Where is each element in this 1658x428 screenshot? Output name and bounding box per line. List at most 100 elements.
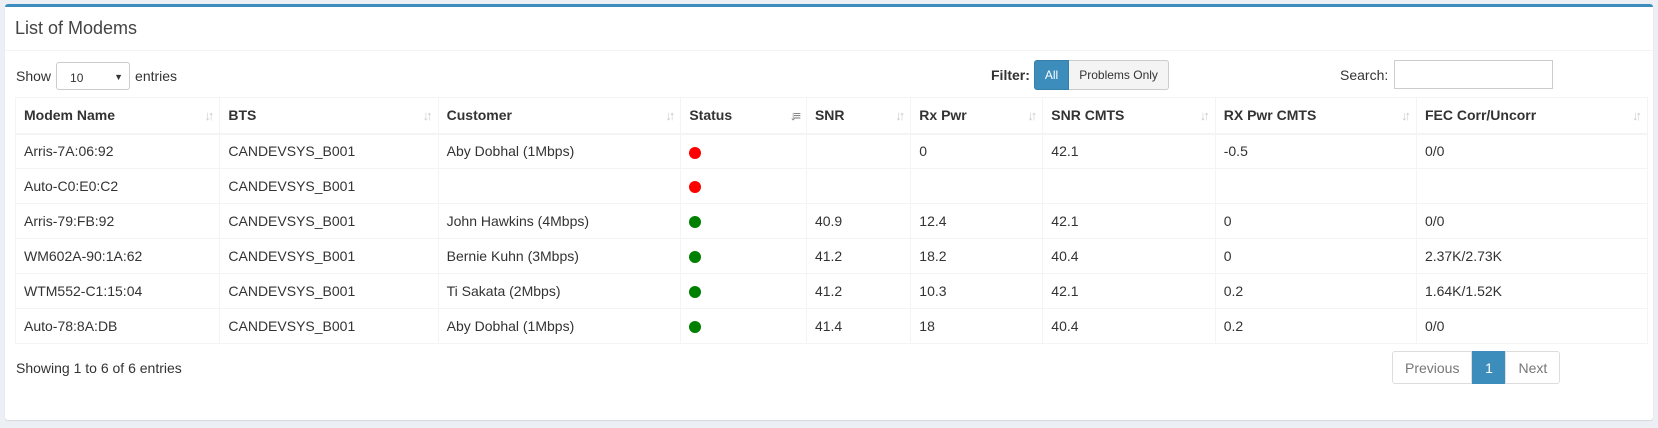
cell-snr: 40.9 xyxy=(805,203,912,239)
column-header-modem-name[interactable]: Modem Name ↓↑ xyxy=(14,97,221,135)
entries-select-value: 10 xyxy=(70,71,84,85)
cell-customer: Ti Sakata (2Mbps) xyxy=(437,273,682,309)
cell-snr-cmts: 42.1 xyxy=(1042,203,1216,239)
status-dot xyxy=(689,251,702,264)
cell-status xyxy=(680,133,807,169)
status-dot xyxy=(689,146,702,159)
cell-rx-pwr: 10.3 xyxy=(910,273,1044,309)
table-header-row: Modem Name ↓↑ BTS ↓↑ Customer ↓↑ Status ↓≡ S… xyxy=(14,97,1649,135)
cell-customer: Bernie Kuhn (3Mbps) xyxy=(437,238,682,274)
cell-bts: CANDEVSYS_B001 xyxy=(219,133,439,169)
filter-all-button[interactable]: All xyxy=(1033,60,1070,90)
cell-status xyxy=(680,238,807,274)
cell-modem-name: WM602A-90:1A:62 xyxy=(14,238,221,274)
table-row: Arris-7A:06:92 CANDEVSYS_B001 Aby Dobhal… xyxy=(14,133,1649,169)
cell-rx-pwr-cmts: 0 xyxy=(1214,238,1417,274)
cell-status xyxy=(680,168,807,204)
column-header-snr[interactable]: SNR ↓↑ xyxy=(805,97,912,135)
cell-snr-cmts xyxy=(1042,168,1216,204)
cell-modem-name: Arris-79:FB:92 xyxy=(14,203,221,239)
column-header-rx-pwr[interactable]: Rx Pwr ↓↑ xyxy=(910,97,1044,135)
column-header-fec[interactable]: FEC Corr/Uncorr ↓↑ xyxy=(1415,97,1649,135)
table-row: WM602A-90:1A:62 CANDEVSYS_B001 Bernie Ku… xyxy=(14,238,1649,274)
table-row: Arris-79:FB:92 CANDEVSYS_B001 John Hawki… xyxy=(14,203,1649,239)
cell-bts: CANDEVSYS_B001 xyxy=(219,203,439,239)
cell-status xyxy=(680,273,807,309)
cell-snr xyxy=(805,168,912,204)
cell-modem-name: WTM552-C1:15:04 xyxy=(14,273,221,309)
cell-status xyxy=(680,308,807,344)
next-page-button[interactable]: Next xyxy=(1505,351,1561,384)
cell-rx-pwr: 12.4 xyxy=(910,203,1044,239)
status-dot xyxy=(689,321,702,334)
sort-icon: ↓↑ xyxy=(422,108,433,123)
cell-customer: Aby Dobhal (1Mbps) xyxy=(437,133,682,169)
table-row: Auto-C0:E0:C2 CANDEVSYS_B001 xyxy=(14,168,1649,204)
cell-modem-name: Arris-7A:06:92 xyxy=(14,133,221,169)
search-label: Search: xyxy=(1340,66,1389,83)
modems-table: Modem Name ↓↑ BTS ↓↑ Customer ↓↑ Status ↓≡ S… xyxy=(14,97,1649,344)
column-header-status[interactable]: Status ↓≡ xyxy=(680,97,807,135)
sort-icon: ↓↑ xyxy=(1199,108,1210,123)
chevron-down-icon: ▼ xyxy=(114,72,124,82)
column-header-snr-cmts[interactable]: SNR CMTS ↓↑ xyxy=(1042,97,1216,135)
previous-page-button[interactable]: Previous xyxy=(1392,351,1473,384)
search-control: Search: xyxy=(1340,60,1554,89)
sort-icon: ↓↑ xyxy=(1027,108,1037,123)
cell-snr: 41.4 xyxy=(805,308,912,344)
cell-snr-cmts: 40.4 xyxy=(1042,308,1216,344)
sort-icon: ↓↑ xyxy=(895,108,905,123)
filter-label: Filter: xyxy=(991,67,1030,83)
filter-group: Filter: All Problems Only xyxy=(991,60,1169,90)
cell-rx-pwr-cmts: 0.2 xyxy=(1214,273,1417,309)
page-title: List of Modems xyxy=(15,18,138,38)
cell-rx-pwr: 18.2 xyxy=(910,238,1044,274)
cell-rx-pwr-cmts: 0 xyxy=(1214,203,1417,239)
cell-fec xyxy=(1415,168,1649,204)
sort-icon: ↓↑ xyxy=(665,108,675,123)
modems-box: List of Modems Show 10 ▼ entries Filter:… xyxy=(5,4,1653,420)
cell-snr-cmts: 40.4 xyxy=(1042,238,1216,274)
status-dot xyxy=(689,286,702,299)
cell-customer: John Hawkins (4Mbps) xyxy=(437,203,682,239)
box-header: List of Modems xyxy=(5,7,1653,51)
cell-modem-name: Auto-78:8A:DB xyxy=(14,308,221,344)
cell-rx-pwr: 0 xyxy=(910,133,1044,169)
table-controls: Show 10 ▼ entries Filter: All Problems O… xyxy=(5,56,1653,96)
cell-snr: 41.2 xyxy=(805,273,912,309)
cell-snr xyxy=(805,133,912,169)
length-control: Show 10 ▼ entries xyxy=(16,62,177,90)
status-dot xyxy=(689,216,702,229)
cell-rx-pwr-cmts: -0.5 xyxy=(1214,133,1417,169)
cell-snr-cmts: 42.1 xyxy=(1042,133,1216,169)
column-header-rx-pwr-cmts[interactable]: RX Pwr CMTS ↓↑ xyxy=(1214,97,1417,135)
column-header-bts[interactable]: BTS ↓↑ xyxy=(219,97,439,135)
page-1-button[interactable]: 1 xyxy=(1472,351,1506,384)
cell-bts: CANDEVSYS_B001 xyxy=(219,168,439,204)
entries-select[interactable]: 10 ▼ xyxy=(56,62,131,90)
table-body: Arris-7A:06:92 CANDEVSYS_B001 Aby Dobhal… xyxy=(14,133,1649,344)
cell-bts: CANDEVSYS_B001 xyxy=(219,273,439,309)
table-row: WTM552-C1:15:04 CANDEVSYS_B001 Ti Sakata… xyxy=(14,273,1649,309)
cell-rx-pwr xyxy=(910,168,1044,204)
sort-icon: ↓↑ xyxy=(1400,108,1411,123)
sort-icon: ↓↑ xyxy=(1632,108,1642,123)
cell-rx-pwr-cmts: 0.2 xyxy=(1214,308,1417,344)
table-row: Auto-78:8A:DB CANDEVSYS_B001 Aby Dobhal … xyxy=(14,308,1649,344)
sort-icon: ↓↑ xyxy=(204,108,214,123)
filter-problems-button[interactable]: Problems Only xyxy=(1069,60,1169,90)
status-dot xyxy=(689,181,702,194)
search-input[interactable] xyxy=(1394,60,1554,89)
table-info: Showing 1 to 6 of 6 entries xyxy=(16,360,182,376)
cell-fec: 2.37K/2.73K xyxy=(1415,238,1649,274)
cell-bts: CANDEVSYS_B001 xyxy=(219,308,439,344)
cell-fec: 0/0 xyxy=(1415,308,1649,344)
cell-rx-pwr-cmts xyxy=(1214,168,1417,204)
cell-rx-pwr: 18 xyxy=(910,308,1044,344)
entries-label: entries xyxy=(135,68,178,84)
column-header-customer[interactable]: Customer ↓↑ xyxy=(437,97,682,135)
show-label: Show xyxy=(16,68,52,84)
cell-fec: 0/0 xyxy=(1415,133,1649,169)
cell-fec: 0/0 xyxy=(1415,203,1649,239)
sort-ascending-icon: ↓≡ xyxy=(789,108,801,123)
